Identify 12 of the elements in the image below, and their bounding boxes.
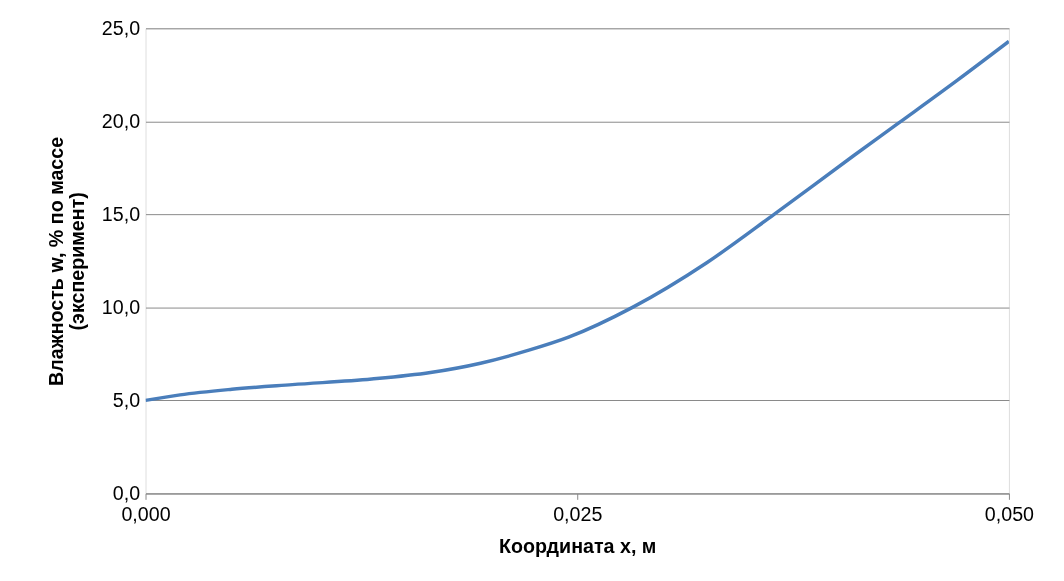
- line-series: [145, 39, 1009, 403]
- y-tick-label: 10,0: [101, 295, 141, 318]
- y-tick-label: 5,0: [112, 388, 141, 411]
- x-tick-label: 0,000: [121, 503, 171, 526]
- y-tick-label: 0,0: [112, 481, 141, 504]
- x-axis-title: Координата x, м: [499, 534, 657, 557]
- x-tick-label: 0,025: [553, 503, 603, 526]
- y-axis-title: Влажность w, % по массе (эксперимент): [44, 136, 89, 386]
- y-tick-label: 25,0: [101, 16, 141, 39]
- y-tick-label: 20,0: [101, 109, 141, 132]
- y-tick-label: 15,0: [101, 202, 141, 225]
- x-tick-label: 0,050: [984, 503, 1035, 526]
